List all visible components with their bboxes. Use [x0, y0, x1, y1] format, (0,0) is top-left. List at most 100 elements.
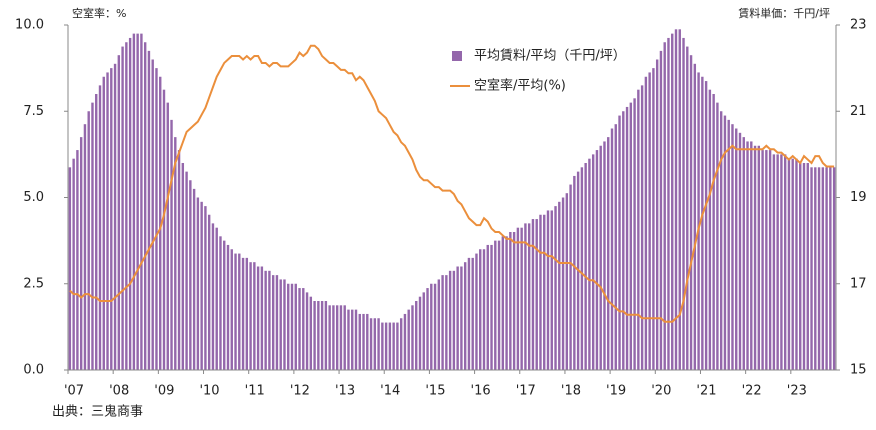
bar [456, 266, 459, 370]
bar [731, 124, 734, 370]
bar [580, 167, 584, 370]
y-tick-label: 0.0 [23, 363, 44, 378]
bar [689, 55, 693, 370]
bar [501, 236, 505, 370]
bar [637, 89, 640, 370]
bar [211, 223, 215, 370]
bar [313, 301, 316, 370]
bar [663, 42, 666, 370]
y-tick-label: 10.0 [15, 18, 44, 33]
bar [433, 283, 437, 370]
bar [373, 318, 377, 370]
legend-swatch [452, 51, 462, 61]
bar [362, 313, 365, 370]
bar [287, 283, 290, 370]
legend-label: 空室率/平均(%) [474, 78, 566, 94]
bar [147, 50, 151, 370]
bar [682, 37, 685, 370]
bar [132, 33, 136, 370]
bar [83, 124, 87, 370]
bar [629, 102, 633, 370]
bar [753, 145, 757, 370]
bar [783, 154, 787, 370]
bar [366, 313, 369, 370]
y-tick-label: 5.0 [23, 190, 44, 205]
bar [72, 158, 75, 370]
bar [268, 270, 271, 370]
bar [780, 154, 783, 370]
bar [403, 313, 407, 370]
bar [742, 137, 745, 370]
bar [215, 227, 218, 370]
bar [607, 137, 610, 370]
bar [140, 33, 143, 370]
bar [369, 318, 373, 370]
bar [765, 150, 768, 370]
bar [618, 115, 621, 370]
bar [185, 171, 188, 370]
bar [155, 68, 158, 370]
bar [708, 89, 712, 370]
bar [505, 236, 508, 370]
bar [697, 72, 700, 370]
bar [674, 29, 678, 370]
bar [482, 249, 486, 370]
bar [238, 253, 241, 370]
bar [750, 141, 753, 370]
bar [219, 236, 222, 370]
y-axis-label: 空室率：% [72, 6, 126, 20]
bar [735, 128, 738, 370]
bar [531, 219, 535, 370]
bar [302, 288, 305, 370]
bar [332, 305, 335, 370]
bar [226, 244, 230, 370]
bar [678, 29, 681, 370]
bar [648, 72, 651, 370]
bar [693, 63, 697, 370]
bar [701, 76, 704, 370]
bar [723, 115, 727, 370]
bar [143, 42, 147, 370]
bar [791, 158, 794, 370]
bar [825, 167, 828, 370]
bar [125, 42, 128, 370]
bar [95, 94, 98, 370]
bar [595, 150, 599, 370]
bar [110, 68, 113, 370]
bar [644, 76, 648, 370]
bar [497, 240, 501, 370]
bar [565, 193, 569, 370]
x-tick-label: '23 [787, 384, 807, 399]
bar [381, 322, 384, 370]
x-tick-label: '18 [561, 384, 581, 399]
bar [426, 288, 429, 370]
bar [181, 163, 185, 370]
x-tick-label: '07 [64, 384, 84, 399]
bar [486, 244, 489, 370]
bar [396, 322, 399, 370]
bar [275, 275, 279, 370]
bar [795, 158, 798, 370]
bar [324, 301, 328, 370]
bar [460, 266, 463, 370]
bar [174, 137, 177, 370]
bar [230, 249, 233, 370]
bar [298, 288, 301, 370]
bar [671, 33, 674, 370]
x-tick-label: '19 [606, 384, 626, 399]
bar [256, 266, 260, 370]
bar [170, 119, 173, 370]
x-tick-label: '20 [651, 384, 671, 399]
bar [550, 210, 553, 370]
bar [309, 296, 313, 370]
x-tick-label: '11 [245, 384, 265, 399]
bar [317, 301, 320, 370]
bar [441, 275, 444, 370]
bar [516, 227, 520, 370]
legend-label: 平均賃料/平均（千円/坪） [474, 49, 626, 64]
bar [448, 270, 452, 370]
x-tick-label: '22 [742, 384, 762, 399]
x-tick-label: '14 [380, 384, 400, 399]
bar [445, 275, 448, 370]
bar [223, 240, 226, 370]
